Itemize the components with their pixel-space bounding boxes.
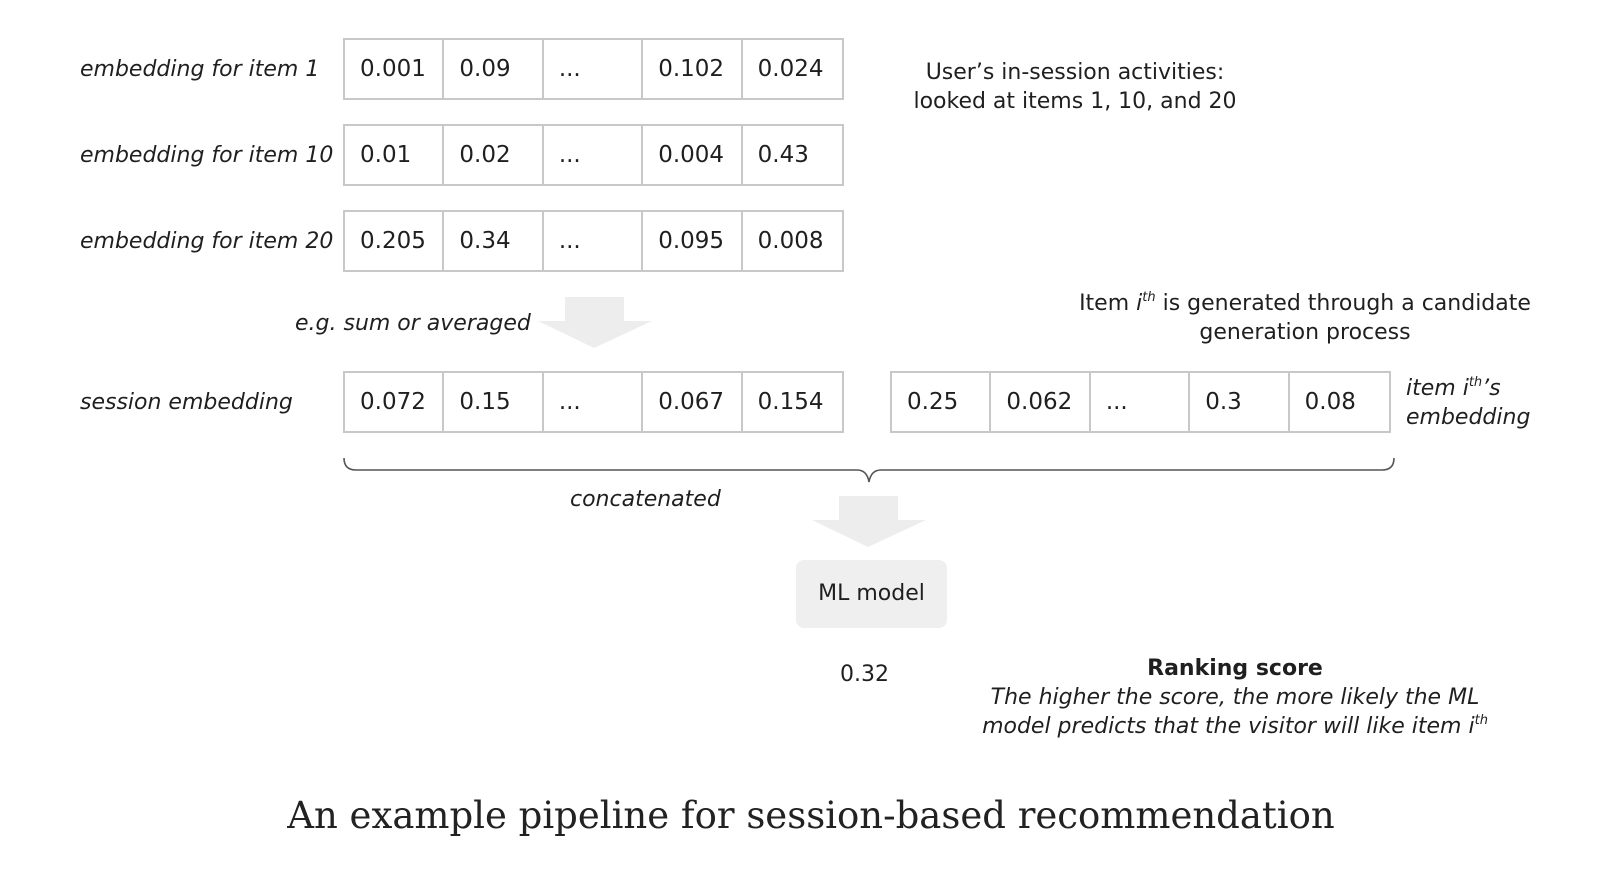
score-value: 0.32 xyxy=(840,662,889,687)
embedding-vector-item-1: 0.001 0.09 ... 0.102 0.024 xyxy=(343,38,844,100)
ml-model-box: ML model xyxy=(796,560,947,628)
vector-cell: 0.062 xyxy=(991,373,1091,431)
item-embedding-label-prefix: item xyxy=(1406,376,1463,401)
vector-cell: 0.34 xyxy=(444,212,544,270)
vector-cell: 0.095 xyxy=(643,212,743,270)
session-embedding-vector: 0.072 0.15 ... 0.067 0.154 xyxy=(343,371,844,433)
item-embedding-label-suffix: ’s xyxy=(1482,376,1501,401)
ranking-score-title: Ranking score xyxy=(1147,656,1323,681)
item-embedding-label-line2: embedding xyxy=(1406,405,1531,430)
row-label-item-20: embedding for item 20 xyxy=(80,229,334,254)
vector-cell: ... xyxy=(544,212,644,270)
vector-cell: 0.3 xyxy=(1190,373,1290,431)
embedding-vector-item-20: 0.205 0.34 ... 0.095 0.008 xyxy=(343,210,844,272)
vector-cell: ... xyxy=(544,40,644,98)
ranking-score-line2-text: model predicts that the visitor will lik… xyxy=(982,714,1469,739)
activities-note: User’s in-session activities: looked at … xyxy=(905,58,1245,116)
down-arrow-icon xyxy=(538,297,652,348)
embedding-vector-item-10: 0.01 0.02 ... 0.004 0.43 xyxy=(343,124,844,186)
candidate-note-rest: is generated through a candidate xyxy=(1155,291,1531,316)
ranking-score-line1: The higher the score, the more likely th… xyxy=(990,685,1480,710)
vector-cell: ... xyxy=(1091,373,1191,431)
concatenation-brace xyxy=(343,457,1395,483)
item-embedding-label: item ith’s embedding xyxy=(1406,374,1530,432)
vector-cell: 0.001 xyxy=(345,40,445,98)
vector-cell: 0.09 xyxy=(444,40,544,98)
ranking-score-sup: th xyxy=(1474,713,1488,728)
candidate-note-prefix: Item xyxy=(1079,291,1137,316)
candidate-note: Item ith is generated through a candidat… xyxy=(1060,289,1550,347)
vector-cell: 0.067 xyxy=(643,373,743,431)
row-label-item-10: embedding for item 10 xyxy=(80,143,334,168)
ranking-score-line2: model predicts that the visitor will lik… xyxy=(970,712,1500,741)
ranking-score-note: Ranking score The higher the score, the … xyxy=(970,654,1500,741)
row-label-item-1: embedding for item 1 xyxy=(80,57,320,82)
candidate-note-sup: th xyxy=(1142,290,1156,305)
candidate-note-line1: Item ith is generated through a candidat… xyxy=(1060,289,1550,318)
vector-cell: 0.004 xyxy=(643,126,743,184)
vector-cell: 0.15 xyxy=(444,373,544,431)
vector-cell: 0.02 xyxy=(444,126,544,184)
vector-cell: 0.008 xyxy=(757,228,824,254)
session-embedding-label: session embedding xyxy=(80,390,293,415)
figure-caption: An example pipeline for session-based re… xyxy=(287,794,1335,837)
concatenated-label: concatenated xyxy=(570,487,721,512)
vector-cell: 0.102 xyxy=(643,40,743,98)
activities-note-line2: looked at items 1, 10, and 20 xyxy=(913,89,1237,114)
vector-cell: ... xyxy=(544,373,644,431)
candidate-note-var: i xyxy=(1136,291,1143,316)
vector-cell: 0.205 xyxy=(345,212,445,270)
vector-cell: 0.154 xyxy=(757,389,824,415)
vector-cell: ... xyxy=(544,126,644,184)
item-embedding-label-line1: item ith’s xyxy=(1406,374,1530,403)
ranking-score-var: i xyxy=(1468,714,1475,739)
aggregation-label: e.g. sum or averaged xyxy=(295,311,531,336)
vector-cell: 0.08 xyxy=(1304,389,1356,415)
item-embedding-label-var: i xyxy=(1462,376,1469,401)
vector-cell: 0.25 xyxy=(892,373,992,431)
item-embedding-label-sup: th xyxy=(1468,375,1483,390)
vector-cell: 0.43 xyxy=(757,142,809,168)
vector-cell: 0.072 xyxy=(345,373,445,431)
activities-note-line1: User’s in-session activities: xyxy=(925,60,1225,85)
vector-cell: 0.024 xyxy=(757,56,824,82)
candidate-note-line2: generation process xyxy=(1199,320,1411,345)
item-embedding-vector: 0.25 0.062 ... 0.3 0.08 xyxy=(890,371,1391,433)
down-arrow-icon xyxy=(812,496,926,547)
vector-cell: 0.01 xyxy=(345,126,445,184)
